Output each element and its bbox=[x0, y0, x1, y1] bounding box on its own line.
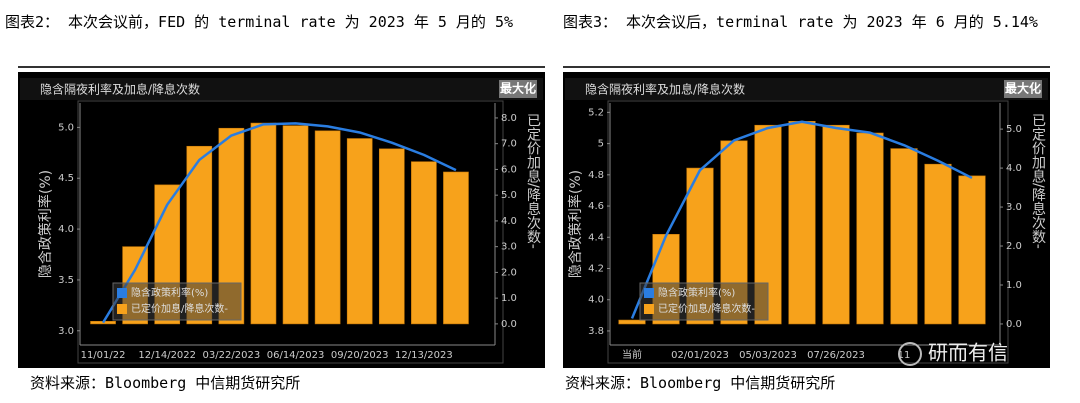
x-tick-label: 12/13/2023 bbox=[395, 350, 453, 361]
x-tick-label: 02/01/2023 bbox=[671, 350, 729, 361]
bar bbox=[924, 163, 952, 325]
source: 资料来源：Bloomberg 中信期货研究所 bbox=[30, 374, 301, 392]
x-tick-label: 当前 bbox=[622, 348, 642, 361]
y2-axis-title: 已定价加息/降息次数- bbox=[525, 113, 541, 249]
maximize-button[interactable] bbox=[499, 80, 537, 98]
y2-tick-label: 0.0 bbox=[501, 319, 517, 330]
y2-tick-label: 1.0 bbox=[501, 293, 517, 304]
y2-tick-label: 3.0 bbox=[1006, 202, 1022, 213]
x-tick-label: 11/01/22 bbox=[81, 350, 126, 361]
legend-swatch bbox=[117, 304, 127, 314]
y2-tick-label: 3.0 bbox=[501, 242, 517, 253]
plot-frame bbox=[77, 100, 504, 364]
bar bbox=[411, 161, 437, 325]
x-tick-label: 09/20/2023 bbox=[331, 350, 389, 361]
y2-tick-label: 0.0 bbox=[1006, 319, 1022, 330]
watermark: 研而有信 bbox=[928, 341, 1008, 365]
bar bbox=[443, 171, 469, 325]
y2-tick-label: 5.0 bbox=[501, 190, 517, 201]
y-tick-label: 4.6 bbox=[588, 201, 604, 212]
legend-label: 已定价加息/降息次数- bbox=[658, 302, 755, 315]
bar bbox=[856, 132, 884, 325]
legend-label: 已定价加息/降息次数- bbox=[131, 302, 228, 315]
separator bbox=[563, 66, 1050, 68]
bar bbox=[314, 130, 341, 325]
x-tick-label: 07/26/2023 bbox=[807, 350, 865, 361]
line bbox=[101, 122, 457, 324]
legend-box bbox=[112, 282, 242, 321]
x-tick-label: 05/03/2023 bbox=[739, 350, 797, 361]
panel-title: 隐含隔夜利率及加息/降息次数 bbox=[40, 82, 200, 97]
y2-tick-label: 8.0 bbox=[501, 113, 517, 124]
legend-label: 隐含政策利率(%) bbox=[131, 286, 208, 299]
y-tick-label: 4.4 bbox=[588, 232, 604, 243]
maximize-label: 最大化 bbox=[1005, 81, 1041, 96]
chart: 隐含隔夜利率及加息/降息次数 最大化 3.0 3.5 4.0 4.5 5.0 0.0 1.0 2.… bbox=[18, 72, 545, 368]
x-tick-label: 12/14/2022 bbox=[138, 350, 196, 361]
bar bbox=[250, 122, 277, 325]
y2-axis-title: 已定价加息/降息次数- bbox=[1030, 113, 1046, 249]
bar bbox=[282, 125, 309, 325]
bar bbox=[788, 121, 816, 325]
y-tick-label: 4.2 bbox=[588, 263, 604, 274]
legend-swatch bbox=[117, 288, 127, 298]
y-tick-label: 4.0 bbox=[588, 295, 604, 306]
y2-tick-label: 4.0 bbox=[1006, 163, 1022, 174]
legend-box bbox=[639, 282, 769, 321]
y2-tick-label: 5.0 bbox=[1006, 124, 1022, 135]
legend-swatch bbox=[644, 304, 654, 314]
bar bbox=[346, 138, 373, 325]
line bbox=[630, 120, 973, 319]
y2-tick-label: 2.0 bbox=[501, 267, 517, 278]
bar bbox=[618, 319, 646, 325]
x-tick-label: 03/22/2023 bbox=[203, 350, 261, 361]
source: 资料来源：Bloomberg 中信期货研究所 bbox=[565, 374, 836, 392]
y-tick-label: 3.8 bbox=[588, 326, 604, 337]
panel-header bbox=[20, 78, 543, 100]
y-tick-label: 3.0 bbox=[58, 326, 74, 337]
y-axis-title: 隐含政策利率(%) bbox=[567, 170, 584, 278]
bar bbox=[822, 124, 850, 325]
y-tick-label: 5 bbox=[598, 139, 604, 150]
maximize-button[interactable] bbox=[1004, 80, 1042, 98]
y2-tick-label: 4.0 bbox=[501, 216, 517, 227]
bar bbox=[958, 175, 986, 325]
chart: 隐含隔夜利率及加息/降息次数 最大化 3.8 4.0 4.2 4.4 4.6 4.8 5 5.2 0… bbox=[563, 72, 1050, 368]
y-tick-label: 4.0 bbox=[58, 224, 74, 235]
y2-tick-label: 1.0 bbox=[1006, 280, 1022, 291]
plot-frame bbox=[607, 100, 1009, 364]
y-axis-title: 隐含政策利率(%) bbox=[37, 170, 54, 278]
y2-tick-label: 7.0 bbox=[501, 139, 517, 150]
x-tick-label: 11 bbox=[898, 350, 911, 361]
x-tick-label: 06/14/2023 bbox=[267, 350, 325, 361]
y-tick-label: 4.8 bbox=[588, 170, 604, 181]
y2-tick-label: 6.0 bbox=[501, 164, 517, 175]
bar bbox=[378, 148, 405, 325]
caption: 图表2： 本次会议前，FED 的 terminal rate 为 2023 年 … bbox=[5, 13, 514, 31]
separator bbox=[18, 66, 545, 68]
y2-tick-label: 2.0 bbox=[1006, 241, 1022, 252]
panel-title: 隐含隔夜利率及加息/降息次数 bbox=[585, 82, 745, 97]
maximize-label: 最大化 bbox=[500, 81, 536, 96]
legend-label: 隐含政策利率(%) bbox=[658, 286, 735, 299]
y-tick-label: 5.0 bbox=[58, 122, 74, 133]
panel-header bbox=[565, 78, 1048, 100]
caption: 图表3： 本次会议后，terminal rate 为 2023 年 6 月的 5… bbox=[563, 13, 1038, 31]
y-tick-label: 4.5 bbox=[58, 173, 74, 184]
y-tick-label: 3.5 bbox=[58, 275, 74, 286]
bar bbox=[890, 148, 918, 325]
y-tick-label: 5.2 bbox=[588, 107, 604, 118]
watermark-icon bbox=[898, 342, 922, 366]
legend-swatch bbox=[644, 288, 654, 298]
